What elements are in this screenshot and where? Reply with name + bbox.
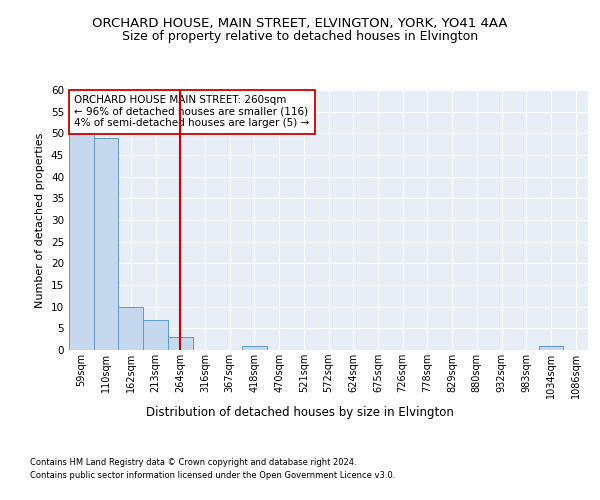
Bar (242, 346, 267, 350)
Text: ORCHARD HOUSE, MAIN STREET, ELVINGTON, YORK, YO41 4AA: ORCHARD HOUSE, MAIN STREET, ELVINGTON, Y… (92, 18, 508, 30)
Bar (168, 337, 193, 350)
Text: ORCHARD HOUSE MAIN STREET: 260sqm
← 96% of detached houses are smaller (116)
4% : ORCHARD HOUSE MAIN STREET: 260sqm ← 96% … (74, 95, 310, 128)
Text: Contains public sector information licensed under the Open Government Licence v3: Contains public sector information licen… (30, 470, 395, 480)
Text: Size of property relative to detached houses in Elvington: Size of property relative to detached ho… (122, 30, 478, 43)
Bar (143, 320, 168, 350)
Bar (94, 138, 118, 350)
Text: Contains HM Land Registry data © Crown copyright and database right 2024.: Contains HM Land Registry data © Crown c… (30, 458, 356, 467)
Bar (69, 134, 94, 350)
Bar (118, 306, 143, 350)
Y-axis label: Number of detached properties: Number of detached properties (35, 132, 46, 308)
Bar (539, 346, 563, 350)
Text: Distribution of detached houses by size in Elvington: Distribution of detached houses by size … (146, 406, 454, 419)
